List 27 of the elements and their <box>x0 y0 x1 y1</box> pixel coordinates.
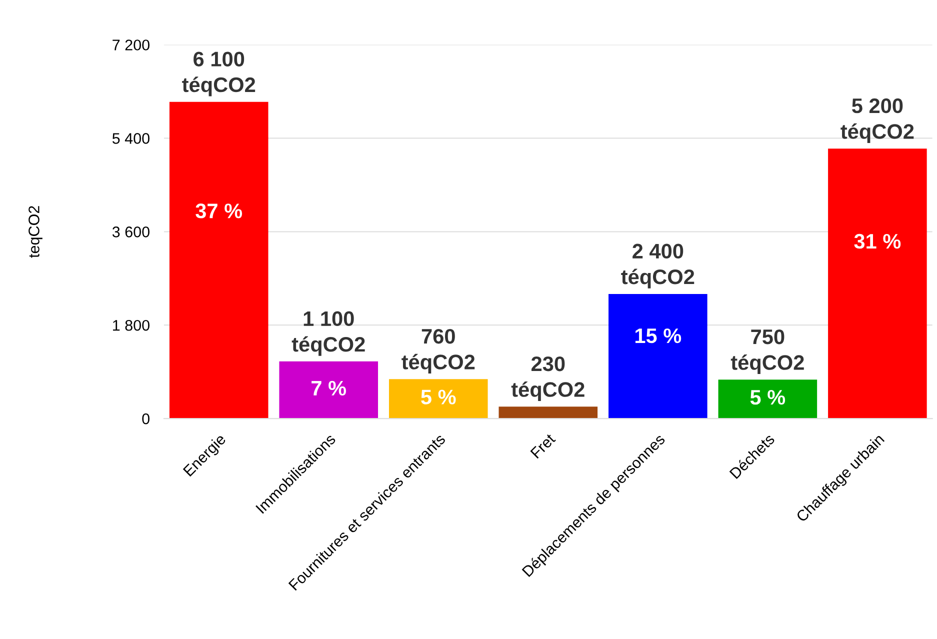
annotation: 5 % <box>750 390 786 405</box>
data-label: 760 téqCO2 <box>402 328 475 374</box>
y-tick-label: 5 400 <box>112 133 150 144</box>
y-tick-label: 7 200 <box>112 40 150 50</box>
bar <box>279 361 378 419</box>
y-tick-label: 0 <box>142 413 150 424</box>
data-label: 750 téqCO2 <box>730 329 804 374</box>
annotation: 37 % <box>196 204 242 218</box>
data-label: 2 400 téqCO2 <box>621 244 694 288</box>
annotation: 31 % <box>854 234 901 249</box>
bar <box>388 379 488 419</box>
y-tick-label: 1 800 <box>113 320 150 331</box>
y-tick-label: 3 600 <box>112 226 150 238</box>
data-label: 230 téqCO2 <box>511 356 584 402</box>
bar <box>608 294 708 419</box>
bar <box>828 148 927 419</box>
annotation: 5 % <box>421 390 456 404</box>
data-label: 6 100 téqCO2 <box>182 52 256 96</box>
bar <box>169 102 268 419</box>
bar <box>498 406 598 419</box>
annotation: 7 % <box>312 380 346 396</box>
annotation: 15 % <box>635 328 682 344</box>
x-tick-label: Fret <box>530 432 556 459</box>
bar <box>718 380 818 419</box>
data-label: 1 100 téqCO2 <box>292 311 365 356</box>
data-label: 5 200 téqCO2 <box>840 98 914 144</box>
y-axis-title: teqCO2 <box>28 206 42 258</box>
